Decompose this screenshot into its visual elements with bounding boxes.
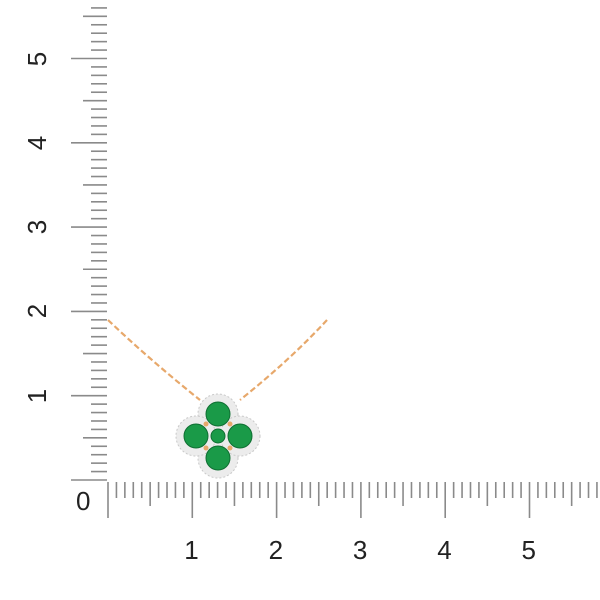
chain-right xyxy=(239,319,328,401)
emeralds xyxy=(183,401,253,471)
y-axis-label: 1 xyxy=(22,388,53,403)
y-axis-label: 4 xyxy=(22,135,53,151)
chain xyxy=(107,319,328,401)
x-axis-label: 2 xyxy=(268,535,284,565)
x-axis-label: 0 xyxy=(76,486,91,516)
emerald-bottom xyxy=(205,445,231,471)
x-axis-label: 4 xyxy=(437,535,452,565)
emerald-left xyxy=(183,423,209,449)
emerald-right xyxy=(227,423,253,449)
y-axis-label: 3 xyxy=(22,219,53,235)
x-axis-label: 1 xyxy=(184,535,199,565)
prongs xyxy=(203,421,233,451)
x-axis-label: 3 xyxy=(352,535,368,565)
y-axis-label: 2 xyxy=(22,304,53,319)
y-axis-label: 5 xyxy=(22,51,53,66)
emerald-center xyxy=(210,428,226,444)
emerald-top xyxy=(205,401,231,427)
x-axis-label: 5 xyxy=(521,535,536,565)
chain-left xyxy=(107,319,201,401)
